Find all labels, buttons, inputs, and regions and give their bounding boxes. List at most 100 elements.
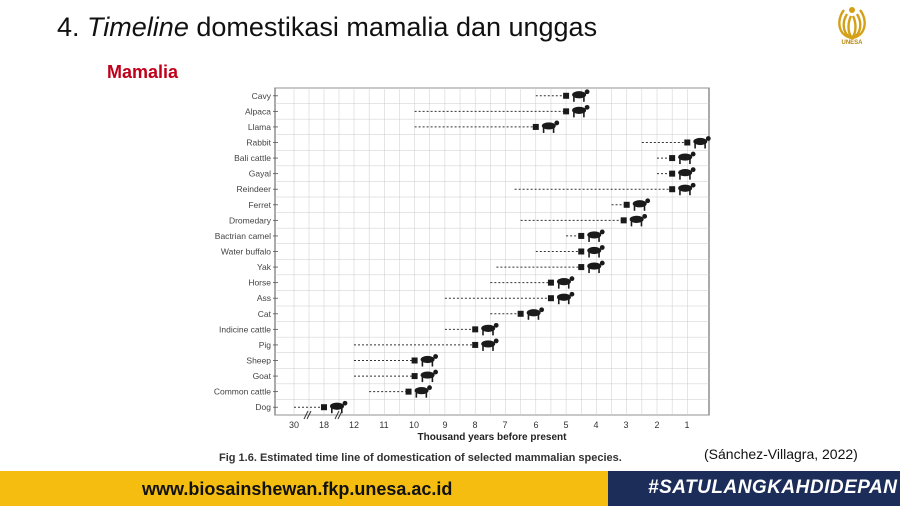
animal-silhouette-icon [678, 169, 693, 177]
species-label: Yak [257, 262, 272, 272]
citation: (Sánchez-Villagra, 2022) [704, 446, 858, 462]
domestication-marker [623, 201, 630, 208]
species-label: Bali cattle [234, 153, 271, 163]
animal-head-icon [427, 385, 432, 391]
animal-silhouette-icon [572, 106, 587, 114]
species-label: Llama [248, 122, 271, 132]
animal-leg-icon [588, 252, 590, 258]
animal-head-icon [493, 322, 499, 328]
species-label: Common cattle [214, 387, 271, 397]
domestication-marker [578, 248, 585, 255]
species-label: Ferret [248, 200, 271, 210]
animal-leg-icon [527, 314, 530, 320]
section-label: Mamalia [107, 62, 179, 82]
logo-text: UNESA [841, 40, 863, 46]
domestication-marker [669, 170, 676, 177]
animal-silhouette-icon [587, 262, 602, 270]
domestication-marker [411, 357, 418, 364]
animal-leg-icon [567, 299, 570, 305]
animal-leg-icon [640, 221, 643, 227]
animal-silhouette-icon [556, 293, 571, 301]
animal-silhouette-icon [693, 137, 708, 146]
x-tick-label: 18 [319, 420, 329, 430]
figure-caption: Fig 1.6. Estimated time line of domestic… [219, 452, 622, 464]
animal-silhouette-icon [541, 122, 556, 130]
x-tick-label: 10 [409, 420, 419, 430]
animal-head-icon [539, 307, 545, 313]
animal-leg-icon [537, 314, 540, 320]
x-tick-label: 11 [379, 420, 388, 430]
animal-leg-icon [598, 236, 600, 242]
animal-silhouette-icon [481, 340, 496, 348]
animal-head-icon [342, 400, 348, 406]
animal-leg-icon [425, 392, 428, 398]
animal-head-icon [690, 167, 696, 173]
x-tick-label: 7 [502, 420, 507, 430]
domestication-marker [563, 92, 570, 99]
animal-leg-icon [557, 299, 560, 305]
animal-leg-icon [542, 127, 545, 133]
animal-silhouette-icon [678, 153, 693, 161]
animal-silhouette-icon [587, 246, 602, 255]
animal-leg-icon [633, 205, 636, 211]
animal-silhouette-icon [420, 371, 435, 379]
animal-leg-icon [689, 190, 691, 196]
domestication-marker [517, 310, 524, 317]
domestication-marker [669, 186, 676, 193]
axis-break-mark [303, 410, 309, 420]
animal-leg-icon [421, 361, 424, 367]
animal-silhouette-icon [420, 355, 435, 364]
species-label: Indicine cattle [219, 324, 271, 334]
animal-leg-icon [689, 159, 691, 165]
domestication-marker [472, 326, 479, 333]
animal-silhouette-icon [414, 387, 429, 395]
animal-leg-icon [431, 377, 434, 383]
animal-leg-icon [679, 190, 681, 196]
animal-head-icon [433, 369, 438, 375]
footer-url[interactable]: www.biosainshewan.fkp.unesa.ac.id [142, 479, 453, 499]
animal-leg-icon [552, 127, 555, 133]
species-label: Rabbit [246, 138, 271, 148]
footer-tagline: #SATULANGKAHDIDEPAN [648, 477, 898, 498]
species-label: Dog [255, 402, 271, 412]
animal-leg-icon [588, 236, 590, 242]
animal-head-icon [584, 104, 590, 110]
animal-head-icon [599, 260, 605, 266]
animal-head-icon [569, 276, 575, 282]
domestication-marker [669, 155, 676, 162]
domestication-marker [472, 341, 479, 348]
animal-silhouette-icon [572, 91, 587, 99]
x-tick-label: 12 [349, 420, 359, 430]
animal-leg-icon [492, 345, 494, 351]
animal-silhouette-icon [526, 309, 541, 317]
domestication-marker [321, 404, 327, 411]
animal-leg-icon [583, 96, 585, 102]
species-label: Ass [257, 293, 271, 303]
animal-silhouette-icon [481, 324, 496, 332]
animal-leg-icon [573, 96, 575, 102]
species-label: Pig [259, 340, 272, 350]
animal-leg-icon [331, 408, 333, 414]
x-tick-label: 5 [563, 420, 568, 430]
animal-silhouette-icon [629, 215, 644, 223]
x-tick-label: 4 [593, 420, 598, 430]
plot-frame [274, 87, 710, 416]
animal-leg-icon [492, 330, 494, 336]
domestication-marker [411, 373, 418, 380]
animal-head-icon [642, 213, 648, 219]
animal-leg-icon [421, 377, 424, 383]
species-label: Bactrian camel [215, 231, 271, 241]
animal-silhouette-icon [330, 402, 344, 410]
axis-break-mark [334, 410, 340, 420]
domestication-marker [547, 295, 554, 302]
species-label: Gayal [249, 169, 271, 179]
animal-leg-icon [431, 361, 434, 367]
animal-head-icon [433, 354, 438, 359]
domestication-marker [563, 108, 570, 115]
animal-head-icon [554, 120, 560, 126]
animal-leg-icon [557, 283, 560, 289]
animal-leg-icon [704, 143, 706, 149]
animal-leg-icon [482, 345, 484, 351]
animal-head-icon [645, 198, 651, 204]
animal-leg-icon [567, 283, 570, 289]
